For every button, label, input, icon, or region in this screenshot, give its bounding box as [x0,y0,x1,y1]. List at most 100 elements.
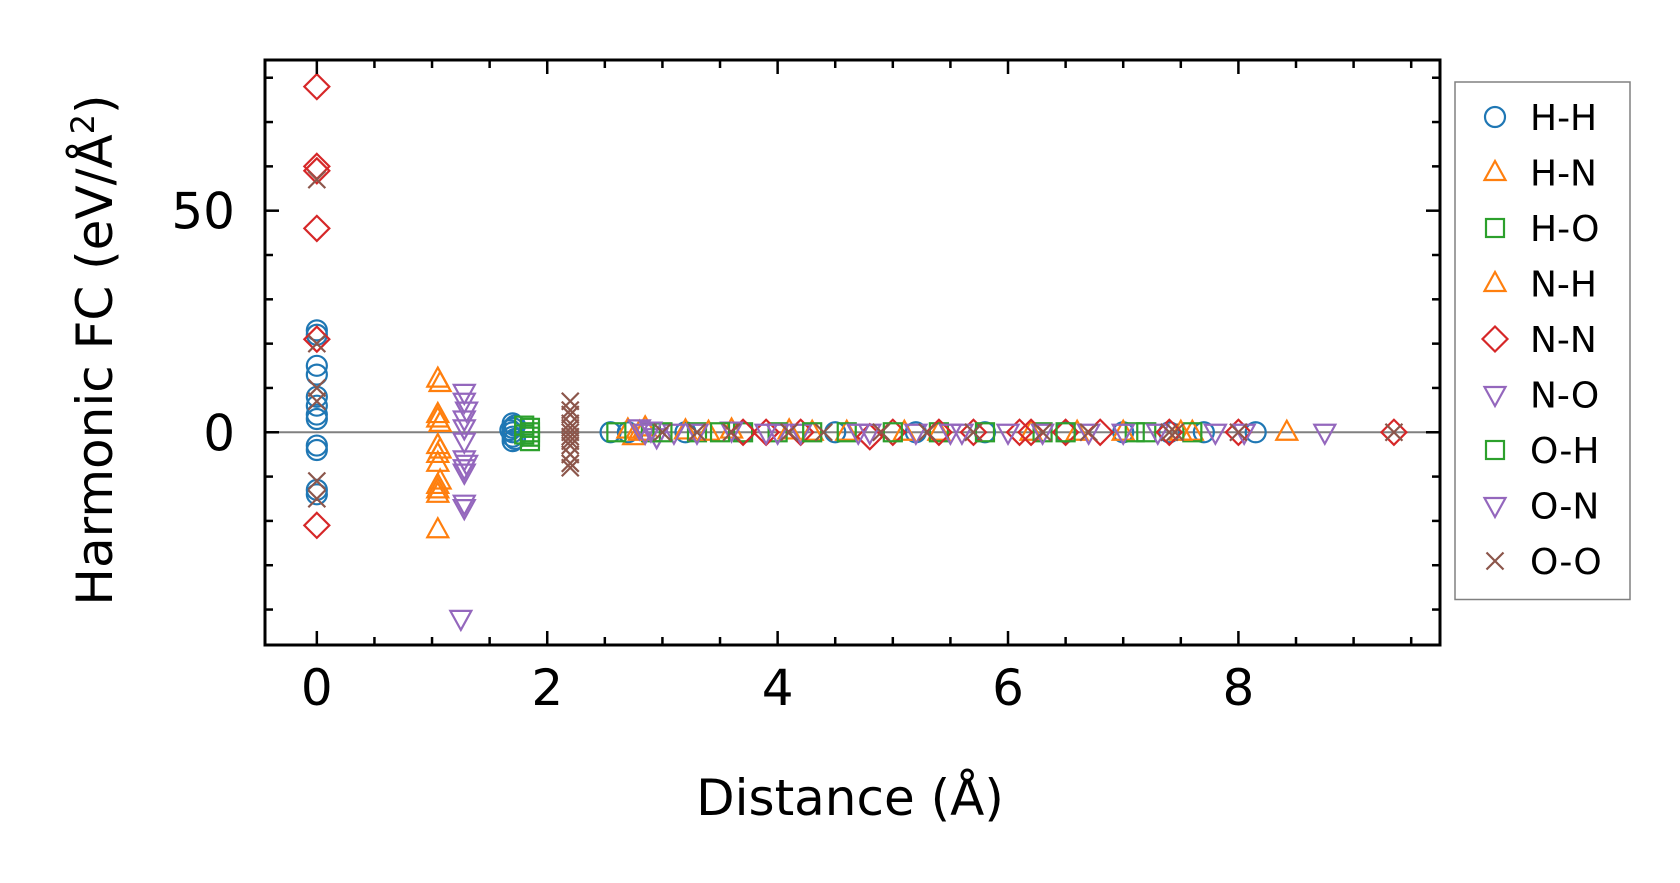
point-o-o [872,422,891,442]
point-o-o [307,489,327,509]
point-o-o [307,471,327,491]
point-o-o [814,422,833,442]
point-o-o [779,422,799,442]
point-n-o [1145,423,1171,447]
point-o-o [560,454,580,473]
x-tick-label: 8 [1223,659,1255,717]
point-n-n [855,422,884,451]
point-o-n [638,421,664,444]
legend-entry-h-o: H-O [1484,209,1599,250]
series-o-o [307,170,1404,509]
legend-entry-h-n: H-N [1482,154,1597,195]
point-o-o [1165,422,1185,442]
legend-entry-o-h: O-H [1484,431,1599,472]
point-n-o [1203,423,1228,447]
y-axis-title: Harmonic FC (eV/Å2) [64,94,124,605]
legend-marker-o-n [1482,496,1508,520]
point-o-h [802,422,823,443]
point-o-o [560,400,580,420]
series-h-n [425,365,1300,539]
point-n-o [448,609,474,633]
x-tick-label: 6 [992,659,1024,717]
legend-marker-h-n [1482,158,1508,182]
point-o-o [560,418,580,438]
point-o-o [1384,422,1404,442]
point-n-o [903,423,929,447]
point-h-h [305,407,328,431]
point-n-n [1005,418,1034,447]
series-h-o [519,417,1203,452]
point-o-o [560,436,580,455]
point-h-n [776,417,802,440]
point-h-h [305,483,328,506]
point-n-o [719,421,744,444]
point-n-o [995,423,1021,447]
point-o-h [1055,422,1076,443]
point-o-o [560,427,580,446]
point-o-o [1160,422,1179,442]
legend-label: N-N [1530,320,1597,361]
point-o-o [560,431,580,451]
legend-label: O-H [1530,431,1599,472]
point-o-h [882,422,903,443]
point-n-n [1155,418,1184,447]
point-h-n [1274,418,1300,441]
legend-marker-o-h [1484,439,1506,461]
legend-entry-h-h: H-H [1483,98,1597,139]
point-o-o [1033,422,1052,442]
point-n-n [302,72,331,101]
point-o-n [765,423,790,447]
point-n-n [302,156,331,185]
series-h-h [305,319,1267,506]
point-o-o [560,445,580,464]
point-o-n [857,423,883,447]
y-axis-title-main: Harmonic FC (eV/Å [66,134,124,605]
legend-entry-n-h: N-H [1482,265,1597,306]
point-n-h [427,409,453,433]
point-o-o [307,391,327,411]
legend-label: N-H [1530,265,1597,306]
legend-label: H-H [1530,98,1597,139]
legend-label: O-O [1530,542,1602,583]
point-h-h [1244,421,1267,444]
legend-entry-o-o: O-O [1485,542,1602,583]
point-o-o [964,422,983,442]
legend-marker-n-o [1482,385,1508,409]
point-h-o [836,422,857,443]
point-n-n [302,511,331,540]
point-o-h [1124,422,1145,443]
point-o-n [938,423,963,447]
point-n-o [451,432,477,455]
point-o-n [1110,423,1136,447]
point-o-o [687,422,707,442]
point-n-o [451,499,477,522]
point-h-o [686,422,708,443]
point-n-h [427,467,453,490]
y-tick-label: 0 [203,404,235,462]
point-h-o [606,422,627,443]
series-o-h [514,415,1145,445]
point-h-h [305,394,328,417]
point-n-o [451,419,477,442]
point-n-h [427,436,453,459]
point-n-h [427,369,453,393]
x-tick-label: 2 [531,659,563,717]
point-h-n [673,417,698,440]
point-n-o [632,423,658,447]
point-o-o [918,422,937,442]
point-n-o [661,423,687,447]
point-o-n [1030,423,1055,447]
point-o-o [1229,422,1248,442]
legend-label: N-O [1530,376,1599,417]
point-n-o [451,463,477,486]
point-n-o [1076,423,1102,447]
point-h-h [305,354,328,377]
point-o-n [684,423,710,447]
x-tick-label: 4 [762,659,794,717]
point-o-n [454,401,479,424]
point-h-h [305,478,328,501]
point-n-o [1312,423,1338,447]
point-h-h [305,438,328,462]
point-n-n [1224,418,1253,447]
x-tick-label: 0 [301,659,333,717]
